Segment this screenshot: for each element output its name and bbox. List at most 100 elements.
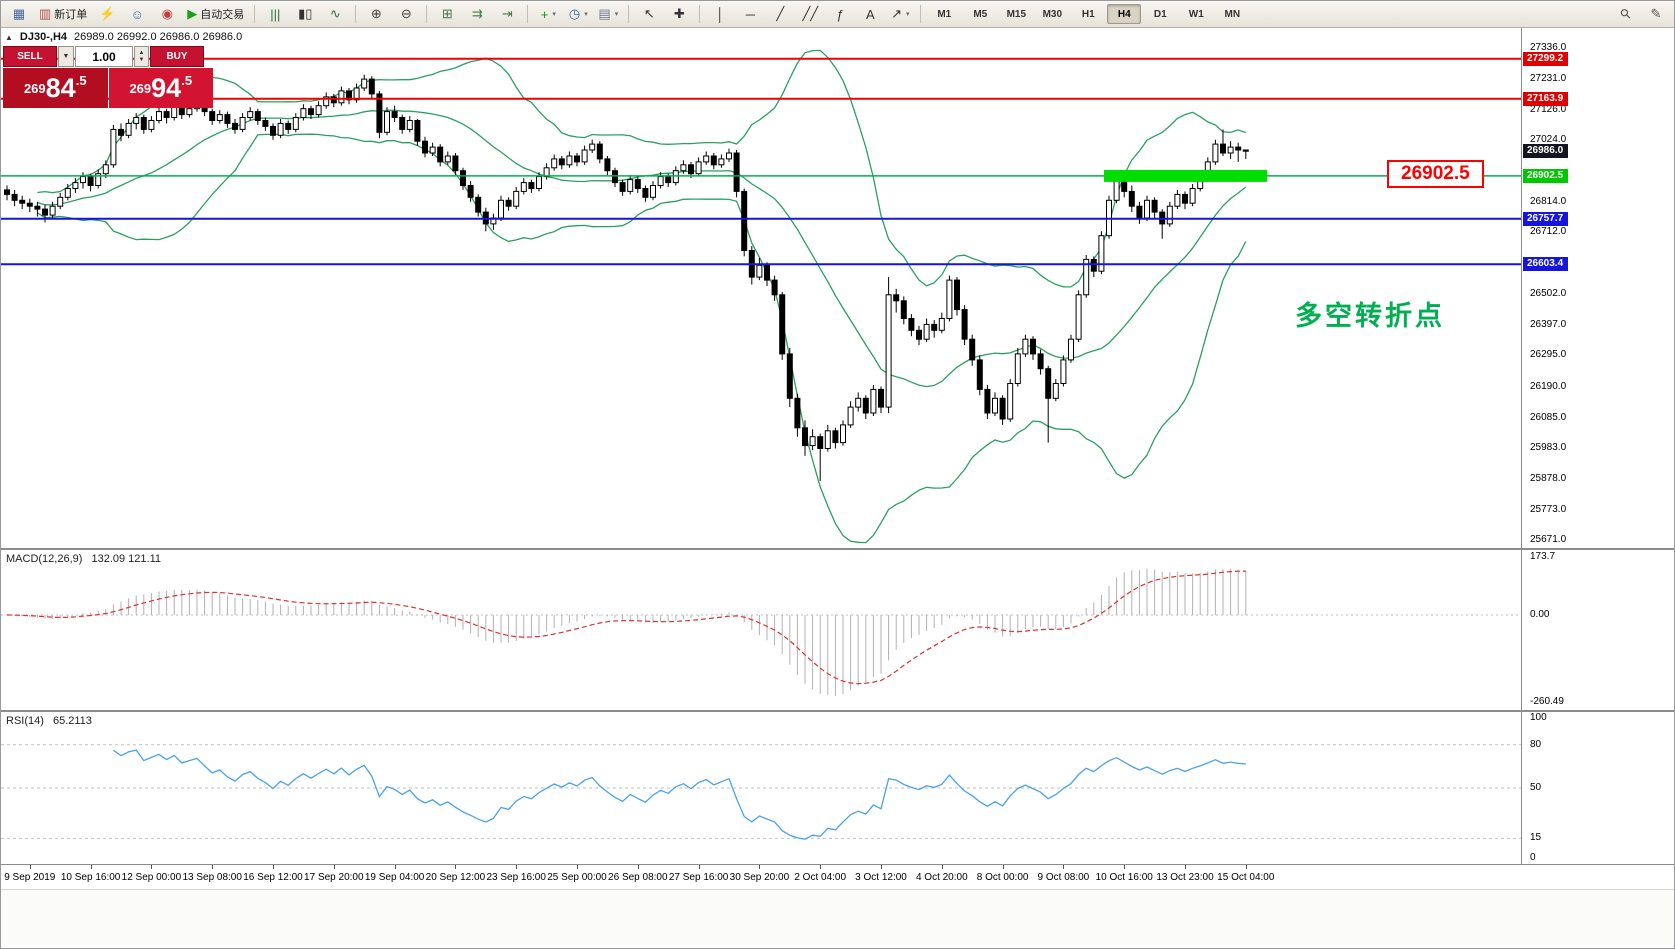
timeframe-mn-button[interactable]: MN <box>1224 8 1241 20</box>
crosshair-icon: ✚ <box>673 6 685 21</box>
zoom-in-icon[interactable]: ⊕ <box>362 3 390 25</box>
timeframe-h1-button[interactable]: H1 <box>1081 8 1095 20</box>
autotrading-icon: ▶ <box>187 6 198 21</box>
pane-separator[interactable] <box>1 710 1674 712</box>
periods-button[interactable]: ◷ ▾ <box>564 3 592 25</box>
horizontal-line-icon: ─ <box>745 6 755 22</box>
vertical-line-icon[interactable]: │ <box>706 3 734 25</box>
candlestick-chart-icon[interactable]: ▮▯ <box>291 3 319 25</box>
rsi-pane[interactable]: RSI(14) 65.2113 100 80 50 15 0 <box>1 712 1674 864</box>
tile-windows-icon[interactable]: ⊞ <box>433 3 461 25</box>
time-label: 10 Oct 16:00 <box>1095 872 1153 883</box>
sell-price[interactable]: 269 84.5 <box>3 68 108 108</box>
text-icon[interactable]: A <box>856 3 884 25</box>
time-label: 16 Sep 12:00 <box>243 872 303 883</box>
rsi-tick: 100 <box>1530 712 1547 723</box>
price-tick: 25878.0 <box>1530 472 1567 484</box>
buy-price-big: 94 <box>151 72 182 103</box>
autotrading-button[interactable]: ▶ 自动交易 <box>183 3 248 25</box>
toolbar-separator <box>426 5 428 23</box>
channel-icon[interactable]: ╱╱ <box>796 3 824 25</box>
timeframe-m5-button[interactable]: M5 <box>973 8 988 20</box>
timeframe-m1-button[interactable]: M1 <box>937 8 952 20</box>
macd-chart[interactable] <box>1 550 1521 710</box>
time-tick-mark <box>455 865 457 869</box>
buy-button[interactable]: BUY <box>150 46 204 67</box>
vertical-line-icon: │ <box>716 6 725 22</box>
turning-point-text: 多空转折点 <box>1295 301 1445 331</box>
time-label: 2 Oct 04:00 <box>794 872 847 883</box>
timeframe-d1-button[interactable]: D1 <box>1153 8 1167 20</box>
time-axis[interactable]: 9 Sep 2019 10 Sep 16:00 12 Sep 00:00 13 Sep… <box>1 864 1674 889</box>
bar-chart-icon[interactable]: ||| <box>261 3 289 25</box>
new-chart-icon[interactable]: ▦ <box>5 3 33 25</box>
time-label: 25 Sep 00:00 <box>547 872 607 883</box>
cursor-icon[interactable]: ↖ <box>635 3 663 25</box>
timeframe-h4-button[interactable]: H4 <box>1107 4 1142 24</box>
time-tick-mark <box>394 865 396 869</box>
new-order-button[interactable]: ▥ 新订单 <box>35 3 91 25</box>
time-tick-mark <box>698 865 700 869</box>
edit-icon: ✎ <box>1650 6 1662 21</box>
toolbar-separator <box>699 5 701 23</box>
price-marker: 26986.0 <box>1523 144 1569 159</box>
sell-button[interactable]: SELL <box>3 46 57 67</box>
time-label: 13 Oct 23:00 <box>1156 872 1214 883</box>
time-tick-mark <box>577 865 578 869</box>
market-watch-icon[interactable]: ☺ <box>123 3 151 25</box>
macd-axis[interactable]: 173.7 0.00 -260.49 <box>1521 550 1674 710</box>
time-tick-mark <box>1245 865 1247 869</box>
time-tick-mark <box>333 865 335 869</box>
horizontal-line-icon[interactable]: ─ <box>736 3 764 25</box>
crosshair-icon[interactable]: ✚ <box>665 3 693 25</box>
rsi-tick: 80 <box>1530 738 1542 750</box>
price-tick: 27231.0 <box>1530 72 1567 84</box>
edit-icon[interactable]: ✎ <box>1642 3 1670 25</box>
rsi-axis[interactable]: 100 80 50 15 0 <box>1521 712 1674 864</box>
time-label: 27 Sep 16:00 <box>668 872 729 883</box>
rsi-chart[interactable] <box>1 712 1521 864</box>
spinner-down-icon: ▼ <box>138 56 145 63</box>
volume-input[interactable] <box>75 46 133 67</box>
trendline-icon[interactable]: ╱ <box>766 3 794 25</box>
chart-shift-icon[interactable]: ⇥ <box>493 3 521 25</box>
community-icon[interactable]: ◉ <box>153 3 181 25</box>
price-marker: 27299.2 <box>1523 51 1569 66</box>
auto-scroll-icon[interactable]: ⇉ <box>463 3 491 25</box>
buy-price-pip: .5 <box>181 73 193 88</box>
timeframe-w1-button[interactable]: W1 <box>1188 8 1204 20</box>
fibonacci-icon[interactable]: ƒ <box>826 3 854 25</box>
auto-scroll-icon: ⇉ <box>471 6 483 21</box>
templates-button[interactable]: ▤ ▾ <box>594 3 622 25</box>
pane-separator[interactable] <box>1 548 1674 550</box>
price-axis[interactable]: 27336.0 27231.0 27126.0 27024.0 26814.0 26712… <box>1521 28 1674 548</box>
macd-values: 132.09 121.11 <box>91 553 162 565</box>
time-label: 23 Sep 16:00 <box>486 872 546 883</box>
price-pane[interactable]: ▲ DJ30-,H4 26989.0 26992.0 26986.0 26986… <box>1 28 1674 548</box>
panel-collapse-icon[interactable]: ▲ <box>5 32 13 42</box>
price-marker: 26902.5 <box>1523 168 1569 183</box>
timeframe-m30-button[interactable]: M30 <box>1042 8 1063 20</box>
volume-dropdown[interactable]: ▼ <box>58 46 74 67</box>
arrows-icon[interactable]: ↗ ▾ <box>886 3 914 25</box>
time-label: 20 Sep 12:00 <box>425 872 486 883</box>
cursor-icon: ↖ <box>643 6 655 21</box>
community-icon: ◉ <box>161 6 173 21</box>
chevron-down-icon: ▼ <box>62 53 70 60</box>
line-chart-icon[interactable]: ∿ <box>321 3 349 25</box>
main-toolbar: ▦ ▥ 新订单 ⚡ ☺ ◉ ▶ 自动交易 ||| ▮▯ ∿ ⊕ ⊖ ⊞ ⇉ ⇥ + ▾ ◷ ▾ ▤ ▾ ↖ ✚ │ ─ ╱ ╱╱ ƒ A ↗… <box>1 1 1674 28</box>
arrows-icon: ↗ <box>891 6 902 21</box>
profiles-icon[interactable]: ⚡ <box>93 3 121 25</box>
volume-spinner[interactable]: ▲ ▼ <box>134 46 149 67</box>
price-chart[interactable] <box>1 28 1521 548</box>
macd-pane[interactable]: MACD(12,26,9) 132.09 121.11 173.7 0.00 -26… <box>1 550 1674 710</box>
buy-price[interactable]: 269 94.5 <box>108 68 213 108</box>
time-tick-mark <box>1002 865 1004 869</box>
macd-tick: -260.49 <box>1530 695 1564 707</box>
timeframe-m15-button[interactable]: M15 <box>1006 8 1027 20</box>
macd-label: MACD(12,26,9) 132.09 121.11 <box>6 553 161 565</box>
zoom-out-icon[interactable]: ⊖ <box>392 3 420 25</box>
search-icon[interactable]: ⚲ <box>1612 3 1640 25</box>
rsi-tick: 50 <box>1530 782 1542 793</box>
indicators-button[interactable]: + ▾ <box>534 3 562 25</box>
